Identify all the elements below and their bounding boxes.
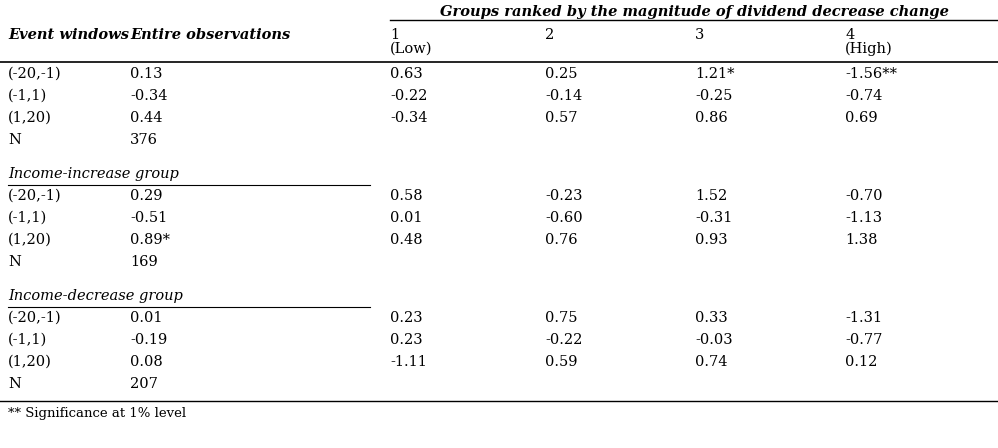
Text: -0.22: -0.22: [390, 89, 427, 103]
Text: 2: 2: [545, 28, 554, 42]
Text: -0.22: -0.22: [545, 333, 583, 347]
Text: 0.08: 0.08: [130, 355, 163, 369]
Text: -0.14: -0.14: [545, 89, 582, 103]
Text: 3: 3: [695, 28, 705, 42]
Text: 0.23: 0.23: [390, 333, 422, 347]
Text: 0.75: 0.75: [545, 311, 578, 325]
Text: (1,20): (1,20): [8, 111, 52, 125]
Text: -0.70: -0.70: [845, 189, 882, 203]
Text: Entire observations: Entire observations: [130, 28, 290, 42]
Text: (1,20): (1,20): [8, 233, 52, 247]
Text: -0.03: -0.03: [695, 333, 733, 347]
Text: 0.44: 0.44: [130, 111, 163, 125]
Text: 0.01: 0.01: [130, 311, 163, 325]
Text: -0.25: -0.25: [695, 89, 733, 103]
Text: 0.13: 0.13: [130, 67, 163, 81]
Text: 1.38: 1.38: [845, 233, 877, 247]
Text: 376: 376: [130, 133, 158, 147]
Text: -0.34: -0.34: [390, 111, 427, 125]
Text: -0.77: -0.77: [845, 333, 882, 347]
Text: 0.57: 0.57: [545, 111, 578, 125]
Text: -0.51: -0.51: [130, 211, 168, 225]
Text: -1.31: -1.31: [845, 311, 882, 325]
Text: -0.31: -0.31: [695, 211, 733, 225]
Text: 0.74: 0.74: [695, 355, 728, 369]
Text: (1,20): (1,20): [8, 355, 52, 369]
Text: 0.25: 0.25: [545, 67, 578, 81]
Text: 0.33: 0.33: [695, 311, 728, 325]
Text: 0.29: 0.29: [130, 189, 163, 203]
Text: 0.76: 0.76: [545, 233, 578, 247]
Text: 0.01: 0.01: [390, 211, 422, 225]
Text: (-20,-1): (-20,-1): [8, 189, 62, 203]
Text: -0.19: -0.19: [130, 333, 168, 347]
Text: 207: 207: [130, 377, 158, 391]
Text: -0.23: -0.23: [545, 189, 583, 203]
Text: -0.60: -0.60: [545, 211, 583, 225]
Text: 0.63: 0.63: [390, 67, 423, 81]
Text: (-1,1): (-1,1): [8, 333, 47, 347]
Text: -0.34: -0.34: [130, 89, 168, 103]
Text: 0.58: 0.58: [390, 189, 422, 203]
Text: (-1,1): (-1,1): [8, 89, 47, 103]
Text: -0.74: -0.74: [845, 89, 882, 103]
Text: 0.89*: 0.89*: [130, 233, 170, 247]
Text: 0.23: 0.23: [390, 311, 422, 325]
Text: (Low): (Low): [390, 42, 432, 56]
Text: Groups ranked by the magnitude of dividend decrease change: Groups ranked by the magnitude of divide…: [439, 5, 948, 19]
Text: (-20,-1): (-20,-1): [8, 311, 62, 325]
Text: Income-increase group: Income-increase group: [8, 167, 179, 181]
Text: 169: 169: [130, 255, 158, 269]
Text: -1.13: -1.13: [845, 211, 882, 225]
Text: N: N: [8, 133, 21, 147]
Text: -1.11: -1.11: [390, 355, 427, 369]
Text: (High): (High): [845, 42, 893, 56]
Text: 0.86: 0.86: [695, 111, 728, 125]
Text: 0.12: 0.12: [845, 355, 877, 369]
Text: N: N: [8, 255, 21, 269]
Text: Event windows: Event windows: [8, 28, 129, 42]
Text: N: N: [8, 377, 21, 391]
Text: Income-decrease group: Income-decrease group: [8, 289, 183, 303]
Text: (-20,-1): (-20,-1): [8, 67, 62, 81]
Text: 1.52: 1.52: [695, 189, 728, 203]
Text: 1: 1: [390, 28, 399, 42]
Text: 0.59: 0.59: [545, 355, 578, 369]
Text: 0.48: 0.48: [390, 233, 422, 247]
Text: (-1,1): (-1,1): [8, 211, 47, 225]
Text: 0.93: 0.93: [695, 233, 728, 247]
Text: ** Significance at 1% level: ** Significance at 1% level: [8, 407, 186, 420]
Text: -1.56**: -1.56**: [845, 67, 897, 81]
Text: 1.21*: 1.21*: [695, 67, 735, 81]
Text: 4: 4: [845, 28, 854, 42]
Text: 0.69: 0.69: [845, 111, 877, 125]
